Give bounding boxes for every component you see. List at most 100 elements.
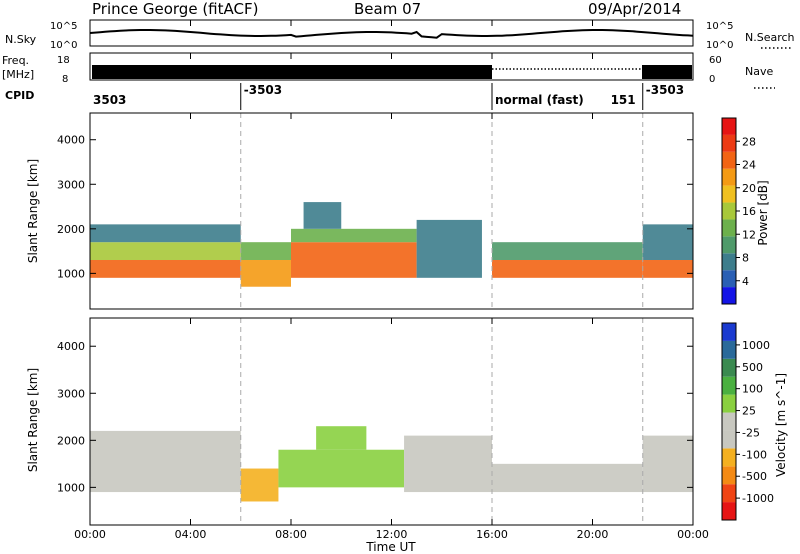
freq-tick-low: 8 [62, 74, 68, 85]
y-tick-label: 2000 [57, 434, 85, 447]
data-region [240, 260, 291, 287]
frequency-bar-solid-late [642, 65, 692, 79]
colorbar-tick-label: 1000 [742, 339, 770, 352]
colorbar-tick-label: 24 [742, 159, 756, 172]
colorbar-swatch [722, 376, 736, 395]
colorbar-tick-label: 12 [742, 228, 756, 241]
data-region [240, 468, 279, 502]
x-tick-label: 16:00 [476, 528, 508, 541]
frequency-bar-solid [92, 65, 492, 79]
colorbar-tick-label: 20 [742, 182, 756, 195]
colorbar-swatch [722, 168, 736, 186]
cpid-segment-label: 151 [611, 93, 636, 107]
colorbar-swatch [722, 134, 736, 152]
y-tick-label: 1000 [57, 267, 85, 280]
data-region [291, 228, 417, 243]
data-region [316, 426, 367, 450]
data-region [90, 224, 241, 243]
freq-tick-high: 18 [57, 55, 70, 66]
colorbar-tick-label: -1000 [742, 492, 774, 505]
x-tick-label: 20:00 [577, 528, 609, 541]
colorbar-swatch [722, 185, 736, 203]
freq-label-2: [MHz] [2, 68, 34, 81]
cpid-segment-label: 3503 [93, 93, 126, 107]
colorbar-swatch [722, 151, 736, 169]
colorbar-swatch [722, 340, 736, 359]
colorbar-swatch [722, 287, 736, 304]
x-axis: 00:00 04:00 08:00 12:00 16:00 20:00 00:00 [74, 20, 709, 541]
power-colorbar-label: Power [dB] [756, 180, 770, 245]
colorbar-swatch [722, 502, 736, 520]
colorbar-swatch [722, 412, 736, 431]
x-tick-label: 00:00 [74, 528, 106, 541]
noise-right-tick-high: 10^5 [706, 21, 733, 32]
colorbar-swatch [722, 219, 736, 237]
colorbar-swatch [722, 394, 736, 413]
y-tick-label: 4000 [57, 134, 85, 147]
data-region [642, 260, 693, 278]
noise-left-tick-low: 10^0 [50, 40, 77, 51]
data-region [492, 242, 643, 260]
y-tick-label: 3000 [57, 178, 85, 191]
data-region [404, 435, 492, 493]
colorbar-tick-label: 100 [742, 383, 763, 396]
colorbar-swatch [722, 253, 736, 271]
colorbar-swatch [722, 202, 736, 220]
data-region [278, 449, 405, 488]
colorbar-tick-label: 8 [742, 252, 749, 265]
colorbar-swatch [722, 430, 736, 449]
colorbar-swatch [722, 484, 736, 503]
cpid-panel: CPID 3503 -3503 normal (fast) 151 -3503 [5, 83, 684, 110]
velocity-colorbar-label: Velocity [m s^-1] [774, 373, 788, 477]
velocity-ylabel: Slant Range [km] [26, 368, 40, 472]
station-title: Prince George (fitACF) [92, 0, 259, 18]
noise-panel: N.Sky 10^5 10^0 10^5 10^0 N.Search [5, 19, 795, 51]
y-tick-label: 1000 [57, 481, 85, 494]
x-tick-label: 00:00 [677, 528, 709, 541]
data-region [642, 224, 693, 260]
data-region [90, 430, 241, 493]
frequency-panel: Freq. [MHz] 18 8 60 0 Nave [2, 52, 775, 89]
data-region [90, 242, 241, 260]
data-region [492, 463, 643, 493]
data-region [240, 242, 291, 260]
colorbar-tick-label: 500 [742, 361, 763, 374]
colorbar-tick-label: -25 [742, 426, 760, 439]
power-panel: 1000 2000 3000 4000 Slant Range [km] 4 8 12 16… [26, 112, 770, 310]
colorbar-swatch [722, 358, 736, 377]
colorbar-swatch [722, 448, 736, 467]
nave-tick-low: 0 [709, 74, 715, 85]
velocity-panel: 1000 2000 3000 4000 Slant Range [km] -1000 -… [26, 317, 788, 526]
noise-right-label: N.Search [745, 31, 795, 44]
data-region [416, 219, 482, 278]
colorbar-swatch [722, 236, 736, 254]
noise-left-label: N.Sky [5, 33, 37, 46]
colorbar-tick-label: -100 [742, 448, 767, 461]
nave-label: Nave [745, 65, 773, 78]
noise-right-tick-low: 10^0 [706, 40, 733, 51]
date-title: 09/Apr/2014 [588, 0, 682, 18]
noise-left-tick-high: 10^5 [50, 21, 77, 32]
colorbar-tick-label: 28 [742, 135, 756, 148]
colorbar-tick-label: 16 [742, 205, 756, 218]
cpid-segment-label: -3503 [244, 83, 282, 97]
x-tick-label: 04:00 [175, 528, 207, 541]
y-tick-label: 3000 [57, 387, 85, 400]
y-tick-label: 4000 [57, 340, 85, 353]
nave-tick-high: 60 [709, 55, 722, 66]
x-tick-label: 12:00 [376, 528, 408, 541]
data-region [90, 260, 241, 278]
colorbar-tick-label: 4 [742, 275, 749, 288]
colorbar-swatch [722, 118, 736, 135]
y-tick-label: 2000 [57, 223, 85, 236]
cpid-label: CPID [5, 89, 34, 102]
colorbar-swatch [722, 466, 736, 485]
x-axis-title: Time UT [365, 540, 416, 554]
beam-title: Beam 07 [354, 0, 422, 18]
x-tick-label: 08:00 [275, 528, 307, 541]
data-region [642, 435, 693, 493]
colorbar-tick-label: -500 [742, 470, 767, 483]
cpid-segment-label: -3503 [646, 83, 684, 97]
data-region [492, 260, 643, 278]
